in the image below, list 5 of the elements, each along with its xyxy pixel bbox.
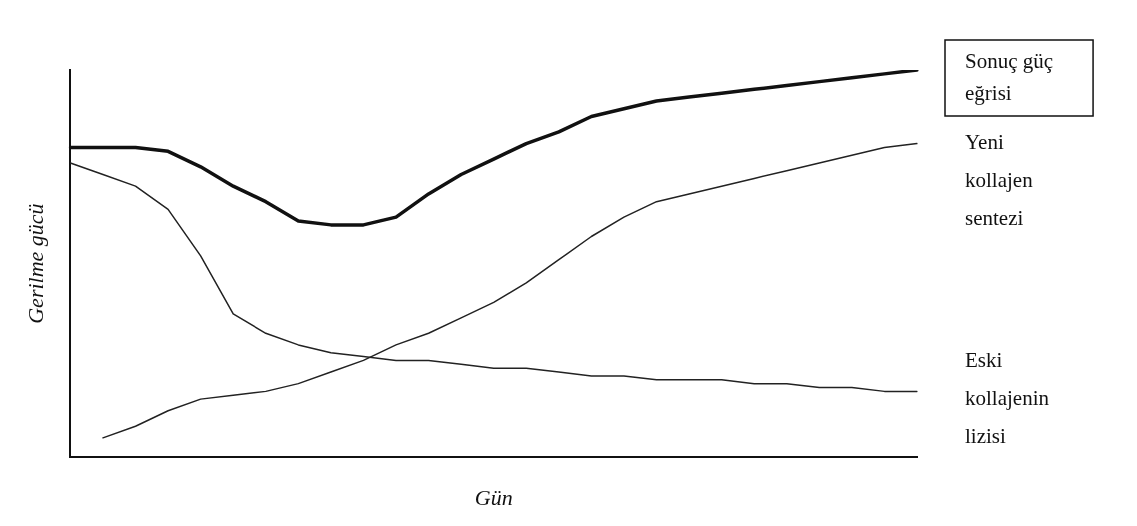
x-axis-title: Gün xyxy=(474,484,513,510)
text: Eski kollajenin lizisi xyxy=(965,347,1050,448)
text: Yeni kollajen sentezi xyxy=(965,130,1034,231)
text: Sonuç güç eğrisi xyxy=(965,48,1054,105)
y-axis-title: Gerilme gücü xyxy=(22,203,48,324)
